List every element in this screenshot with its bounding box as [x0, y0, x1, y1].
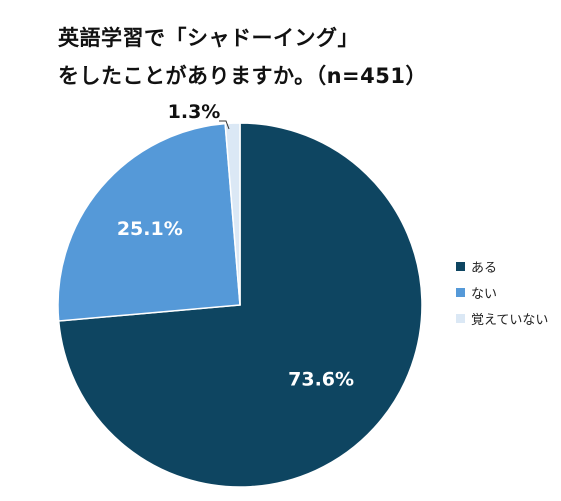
- legend-item-nai: ない: [456, 282, 548, 302]
- data-label-oboeteinai: 1.3%: [168, 101, 221, 123]
- chart-title-line-1: 英語学習で「シャドーイング」: [58, 26, 359, 50]
- legend: ある ない 覚えていない: [456, 256, 548, 334]
- legend-label-oboeteinai: 覚えていない: [471, 312, 549, 328]
- leader-line-oboeteinai: [219, 120, 230, 130]
- pie-slice-nai: [57, 122, 241, 322]
- data-label-nai: 25.1%: [117, 218, 183, 240]
- pie-slice-oboeteinai: [224, 122, 241, 306]
- legend-swatch-oboeteinai: [456, 313, 465, 323]
- chart-title-line-2: をしたことがありますか。（n=451）: [58, 64, 427, 88]
- data-label-aru: 73.6%: [288, 368, 354, 390]
- legend-swatch-nai: [456, 287, 465, 297]
- legend-label-aru: ある: [471, 260, 498, 276]
- legend-swatch-aru: [456, 261, 465, 271]
- legend-item-oboeteinai: 覚えていない: [456, 308, 548, 328]
- legend-item-aru: ある: [456, 256, 548, 276]
- legend-label-nai: ない: [471, 286, 498, 302]
